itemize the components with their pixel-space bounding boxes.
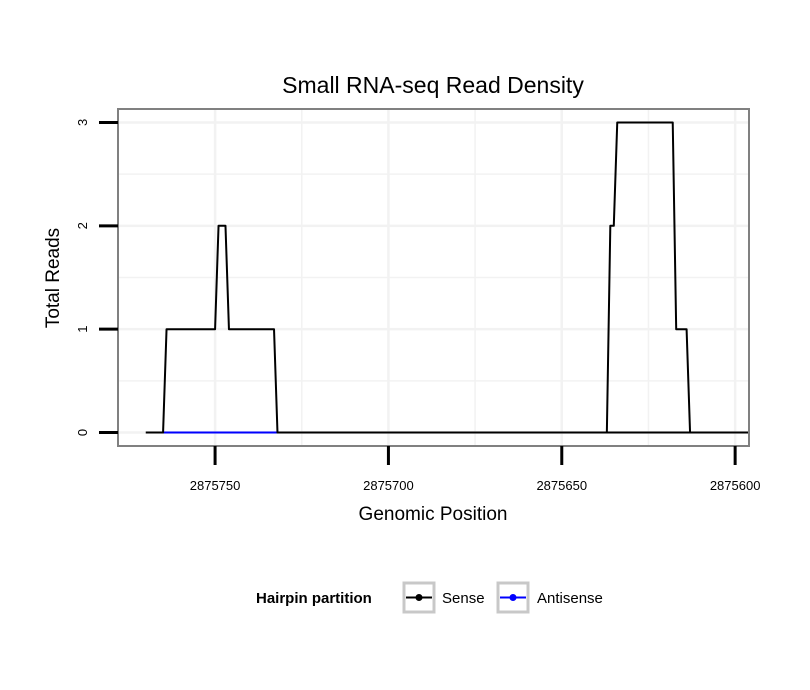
legend-item-sense: Sense <box>402 581 485 614</box>
legend: Hairpin partition Sense Antisense <box>256 581 603 614</box>
y-tick-label: 1 <box>75 326 90 333</box>
y-tick-label: 3 <box>75 119 90 126</box>
legend-label-antisense: Antisense <box>537 590 603 607</box>
y-tick-label: 2 <box>75 222 90 229</box>
legend-key-sense-point <box>415 594 423 601</box>
legend-key-antisense-point <box>509 594 517 601</box>
series-sense-line-1 <box>145 224 749 434</box>
x-tick-label: 2875650 <box>536 478 587 493</box>
x-axis-title: Genomic Position <box>359 504 508 525</box>
series-lines <box>145 121 749 434</box>
axes: 2875750 2875700 2875650 2875600 0 1 2 3 <box>75 119 760 493</box>
chart-title: Small RNA-seq Read Density <box>282 72 584 98</box>
y-axis-title: Total Reads <box>43 228 64 328</box>
x-tick-label: 2875600 <box>710 478 761 493</box>
series-sense-line-2 <box>605 121 692 433</box>
x-tick-label: 2875750 <box>190 478 241 493</box>
plot-panel-border <box>117 108 750 447</box>
y-tick-label: 0 <box>75 429 90 436</box>
grid-lines <box>118 109 749 446</box>
legend-title: Hairpin partition <box>256 590 372 607</box>
legend-label-sense: Sense <box>442 590 485 607</box>
x-tick-label: 2875700 <box>363 478 414 493</box>
legend-item-antisense: Antisense <box>496 581 603 614</box>
